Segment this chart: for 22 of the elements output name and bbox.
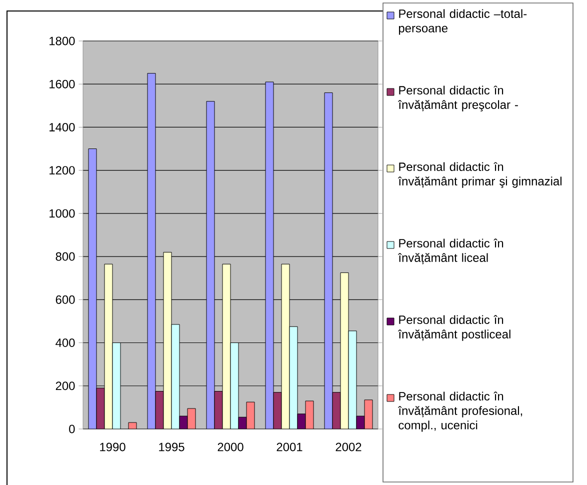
legend-label: Personal didactic în învățământ profesional, compl., ucenici [398, 392, 522, 432]
legend-label: Personal didactic în învățământ primar şi gimnazial [398, 162, 562, 188]
y-tick-label: 400 [56, 338, 75, 347]
legend-label: Personal didactic în învățământ liceal [398, 238, 504, 264]
x-tick-label: 1995 [159, 442, 184, 452]
legend-label: Personal didactic în învățământ postliceal [398, 315, 510, 341]
y-tick-label: 1400 [50, 122, 75, 132]
x-tick-label: 2000 [218, 442, 244, 452]
y-tick-label: 1000 [50, 209, 75, 218]
y-tick-label: 1600 [50, 80, 75, 88]
legend-label: Personal didactic în învățământ preşcolar - [398, 86, 518, 112]
bar [128, 422, 137, 429]
y-tick-label: 200 [56, 382, 75, 390]
y-tick-label: 800 [56, 252, 75, 261]
x-tick-label: 1990 [100, 442, 126, 452]
y-tick-label: 1200 [50, 166, 75, 175]
x-tick-label: 2001 [276, 442, 302, 452]
y-tick-label: 1800 [50, 36, 75, 46]
y-tick-label: 600 [56, 295, 75, 304]
x-tick-label: 2002 [336, 442, 362, 452]
legend-label: Personal didactic –total-persoane [398, 9, 527, 35]
y-tick-label: 0 [69, 424, 75, 434]
